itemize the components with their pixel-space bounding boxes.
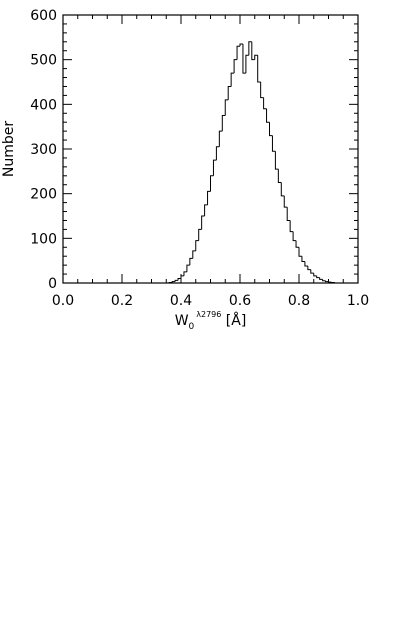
histogram-bar — [264, 98, 267, 109]
x-axis-label-superscript: λ2796 — [196, 310, 221, 319]
histogram-bar — [205, 205, 208, 216]
histogram-bar — [219, 131, 222, 147]
histogram-bar — [237, 46, 240, 59]
histogram-bar — [211, 176, 214, 192]
histogram-bar — [281, 183, 284, 196]
histogram-bar — [323, 279, 326, 280]
y-tick-label: 400 — [30, 97, 57, 113]
histogram-bar — [181, 276, 184, 279]
histogram-bar — [202, 216, 205, 229]
histogram-bar — [213, 160, 216, 176]
histogram-bar — [267, 109, 270, 122]
histogram-bar — [320, 278, 323, 280]
histogram-bar — [302, 256, 305, 261]
histogram-bar — [196, 241, 199, 251]
histogram-bar — [317, 276, 320, 278]
x-tick-label: 0.0 — [52, 293, 74, 309]
y-tick-label: 100 — [30, 231, 57, 247]
plot-frame — [63, 15, 358, 283]
histogram-bar — [228, 86, 231, 99]
y-tick-label: 500 — [30, 53, 57, 69]
histogram-bar — [184, 272, 187, 276]
x-axis-label-unit: [Å] — [221, 312, 246, 329]
histogram-bar — [258, 55, 261, 82]
histogram-bar — [311, 270, 314, 274]
x-axis-label-main: W — [175, 313, 189, 329]
x-tick-label: 0.6 — [229, 293, 251, 309]
histogram-bar — [261, 82, 264, 98]
histogram-bar — [278, 169, 281, 182]
histogram-bar — [175, 280, 178, 281]
y-axis-label: Number — [1, 121, 17, 177]
histogram-bar — [208, 191, 211, 204]
x-tick-label: 0.8 — [288, 293, 310, 309]
histogram-bar — [293, 232, 296, 241]
histogram-bar — [305, 262, 308, 266]
x-axis-label: W0λ2796 [Å] — [175, 310, 247, 332]
histogram-bar — [187, 265, 190, 272]
histogram-bar — [275, 151, 278, 169]
histogram-bar — [272, 136, 275, 152]
histogram-bar — [225, 100, 228, 116]
histogram-bar — [331, 282, 334, 283]
histogram-bar — [270, 122, 273, 135]
x-axis-label-subscript: 0 — [189, 322, 195, 332]
histogram-bar — [199, 229, 202, 240]
y-tick-label: 200 — [30, 187, 57, 203]
histogram-bar — [314, 273, 317, 276]
histogram-bar — [216, 147, 219, 160]
histogram-bar — [308, 266, 311, 270]
histogram-bar — [190, 258, 193, 265]
histogram-bar — [296, 241, 299, 248]
histogram-bar — [290, 220, 293, 231]
y-tick-label: 300 — [30, 142, 57, 158]
x-tick-label: 1.0 — [347, 293, 369, 309]
histogram-bar — [284, 196, 287, 207]
y-tick-label: 600 — [30, 8, 57, 24]
x-tick-label: 0.2 — [111, 293, 133, 309]
histogram-bar — [231, 73, 234, 86]
histogram-bar — [234, 60, 237, 73]
histogram-bar — [246, 55, 249, 73]
histogram-bar — [299, 247, 302, 256]
histogram-bar — [193, 251, 196, 259]
histogram-bar — [222, 116, 225, 132]
y-tick-label: 0 — [48, 276, 57, 292]
histogram-bar — [287, 207, 290, 220]
x-tick-label: 0.4 — [170, 293, 192, 309]
